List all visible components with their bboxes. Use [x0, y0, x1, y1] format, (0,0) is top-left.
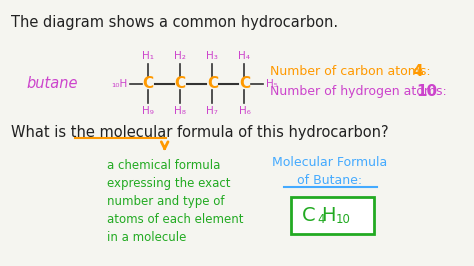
Text: 4: 4	[317, 213, 324, 226]
Text: C: C	[175, 76, 186, 91]
Text: Number of hydrogen atoms:: Number of hydrogen atoms:	[270, 85, 447, 98]
Text: H₂: H₂	[174, 51, 186, 61]
Text: H₈: H₈	[174, 106, 186, 116]
Text: C: C	[207, 76, 218, 91]
Text: H₁: H₁	[142, 51, 154, 61]
Text: C: C	[239, 76, 250, 91]
Text: What is the molecular formula of this hydrocarbon?: What is the molecular formula of this hy…	[10, 125, 388, 140]
Text: Number of carbon atoms:: Number of carbon atoms:	[270, 65, 431, 78]
Text: butane: butane	[26, 76, 78, 91]
Text: C: C	[302, 206, 316, 225]
Text: H₉: H₉	[142, 106, 154, 116]
Text: C: C	[143, 76, 154, 91]
Text: H₇: H₇	[206, 106, 219, 116]
Text: H₄: H₄	[238, 51, 250, 61]
Text: a chemical formula
expressing the exact
number and type of
atoms of each element: a chemical formula expressing the exact …	[107, 159, 243, 244]
Text: The diagram shows a common hydrocarbon.: The diagram shows a common hydrocarbon.	[10, 15, 337, 30]
Bar	[291, 197, 374, 234]
Text: H: H	[320, 206, 335, 225]
Text: Molecular Formula
of Butane:: Molecular Formula of Butane:	[272, 156, 387, 187]
Text: ₁₀H: ₁₀H	[111, 79, 127, 89]
Text: H₃: H₃	[206, 51, 219, 61]
Text: 10: 10	[416, 84, 437, 99]
Text: H₆: H₆	[238, 106, 250, 116]
Text: 4: 4	[412, 64, 423, 78]
Text: H₅: H₅	[265, 79, 277, 89]
Text: 10: 10	[336, 213, 351, 226]
